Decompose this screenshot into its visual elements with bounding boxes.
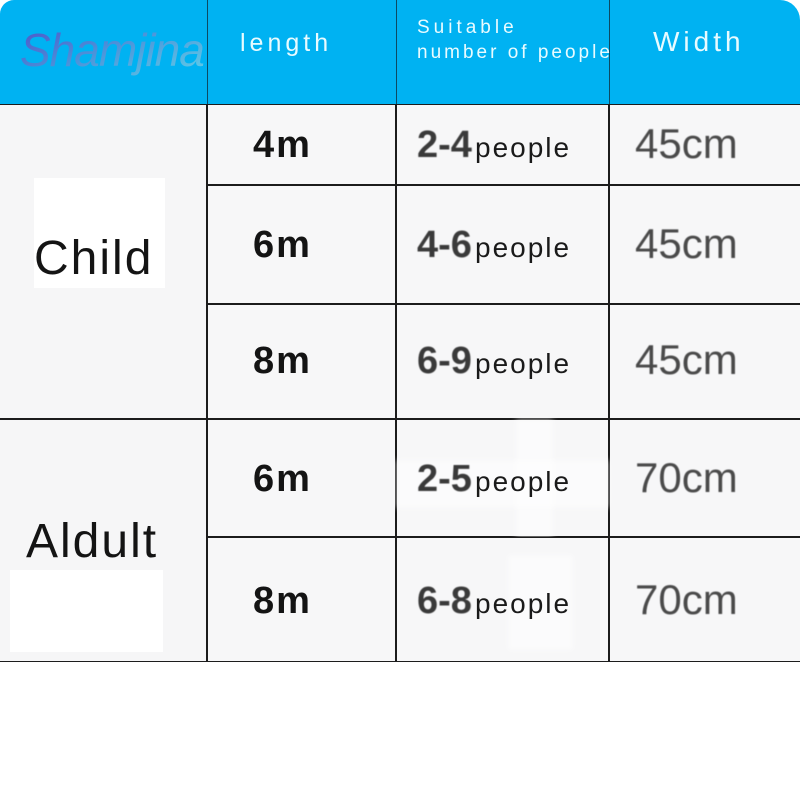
svg-text:Shamjina: Shamjina	[20, 24, 204, 76]
